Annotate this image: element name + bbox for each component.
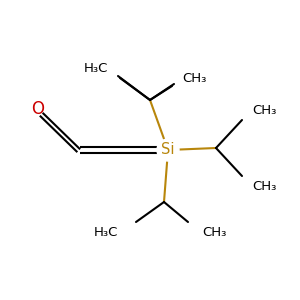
- Text: CH₃: CH₃: [182, 71, 206, 85]
- Text: O: O: [32, 100, 44, 118]
- Text: Si: Si: [161, 142, 175, 158]
- Text: H₃C: H₃C: [84, 61, 108, 74]
- Text: CH₃: CH₃: [202, 226, 226, 238]
- Text: CH₃: CH₃: [252, 179, 276, 193]
- Text: H₃C: H₃C: [94, 226, 118, 238]
- Text: CH₃: CH₃: [252, 103, 276, 116]
- Circle shape: [157, 139, 179, 161]
